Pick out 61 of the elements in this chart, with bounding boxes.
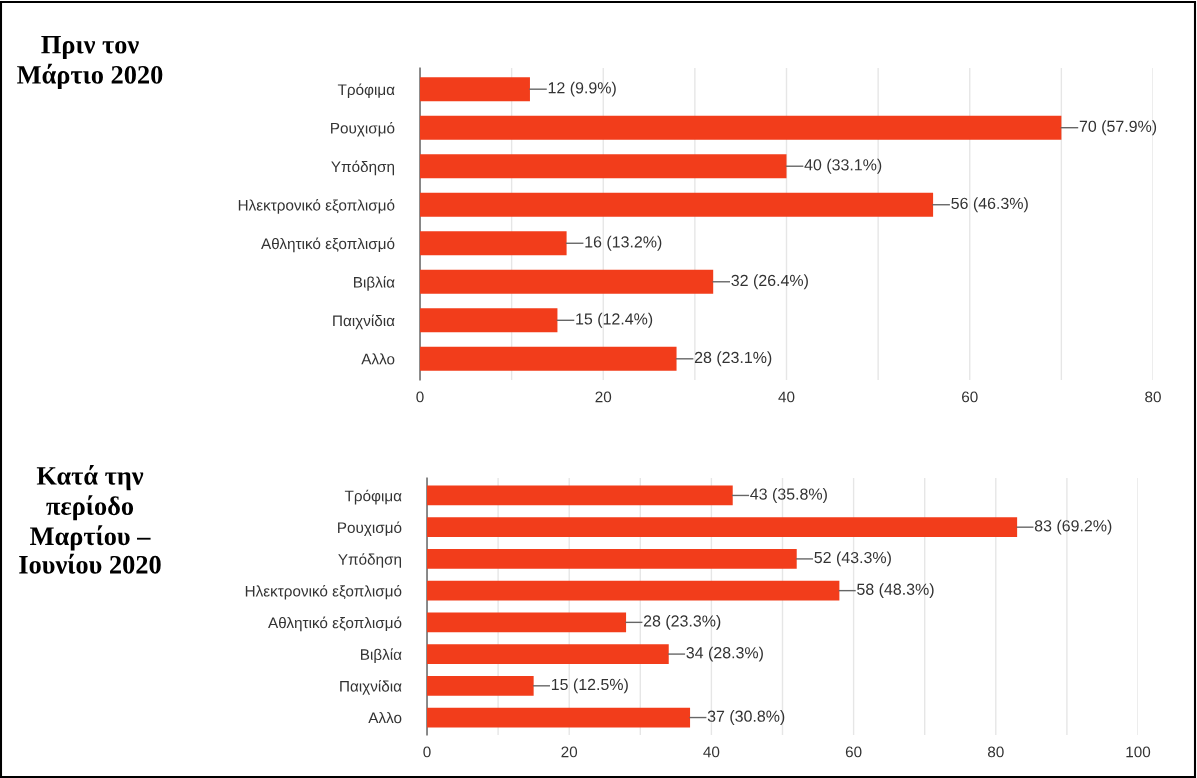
- data-label: 15 (12.5%): [551, 678, 628, 694]
- x-tick-label: 40: [703, 746, 720, 758]
- x-tick-label: 40: [778, 391, 795, 403]
- data-label: 83 (69.2%): [1034, 519, 1112, 535]
- y-tick-label: Παιχνίδια: [333, 314, 395, 330]
- data-label: 56 (46.3%): [951, 197, 1028, 213]
- data-label: 70 (57.9%): [1079, 120, 1157, 136]
- bar: [420, 192, 934, 217]
- x-tick-label: 0: [416, 391, 424, 403]
- data-label: 28 (23.1%): [694, 351, 772, 367]
- data-label: 28 (23.3%): [643, 614, 721, 630]
- text: Πριν τον Μάρτιο 2020: [17, 36, 163, 90]
- data-label: 37 (30.8%): [707, 710, 785, 725]
- bar: [427, 707, 691, 728]
- x-tick-label: 20: [561, 746, 578, 758]
- data-label: 52 (43.3%): [814, 551, 891, 567]
- y-tick-label: Παιχνίδια: [340, 680, 402, 695]
- y-tick-label: Ηλεκτρονικό εξοπλισμό: [245, 584, 402, 600]
- bar: [420, 346, 677, 371]
- x-tick-label: 80: [1145, 391, 1161, 403]
- y-tick-label: Υπόδηση: [331, 160, 395, 176]
- x-tick-label: 0: [423, 746, 431, 758]
- y-tick-label: Τρόφιμα: [344, 489, 402, 505]
- x-tick-label: 60: [962, 391, 978, 403]
- y-tick-label: Αλλο: [368, 712, 402, 724]
- x-tick-label: 100: [1126, 746, 1151, 758]
- y-tick-label: Ρουχισμό: [331, 121, 395, 137]
- y-tick-label: Βιβλία: [354, 276, 395, 291]
- y-tick-label: Αθλητικό εξοπλισμό: [268, 616, 402, 632]
- bar: [420, 115, 1062, 140]
- bar: [427, 675, 534, 696]
- bar: [427, 612, 627, 633]
- bar: [420, 154, 787, 179]
- y-tick-label: Αλλο: [361, 353, 395, 365]
- y-tick-label: Τρόφιμα: [337, 83, 395, 99]
- text: Κατά την περίοδο Μαρτίου – Ιουνίου 2020: [19, 465, 161, 574]
- bar: [420, 231, 567, 256]
- x-tick-label: 60: [845, 746, 862, 758]
- bar: [427, 580, 840, 601]
- bar: [427, 644, 669, 664]
- y-tick-label: Ρουχισμό: [338, 521, 402, 537]
- data-label: 58 (48.3%): [857, 583, 934, 599]
- bar: [420, 269, 714, 294]
- data-label: 43 (35.8%): [750, 488, 827, 503]
- bar: [427, 549, 797, 569]
- data-label: 32 (26.4%): [731, 274, 808, 290]
- data-label: 16 (13.2%): [585, 235, 662, 251]
- data-label: 40 (33.1%): [804, 158, 882, 174]
- y-tick-label: Αθλητικό εξοπλισμό: [261, 237, 395, 253]
- bar: [420, 77, 530, 102]
- y-tick-label: Βιβλία: [361, 648, 402, 664]
- data-label: 34 (28.3%): [686, 646, 763, 662]
- x-tick-label: 20: [595, 391, 612, 403]
- bar: [427, 485, 733, 506]
- y-tick-label: Ηλεκτρονικό εξοπλισμό: [238, 198, 395, 214]
- bar: [427, 517, 1018, 538]
- bar: [420, 308, 558, 333]
- data-label: 15 (12.4%): [576, 312, 653, 328]
- x-tick-label: 80: [987, 746, 1004, 758]
- data-label: 12 (9.9%): [548, 81, 616, 97]
- y-tick-label: Υπόδηση: [338, 553, 402, 568]
